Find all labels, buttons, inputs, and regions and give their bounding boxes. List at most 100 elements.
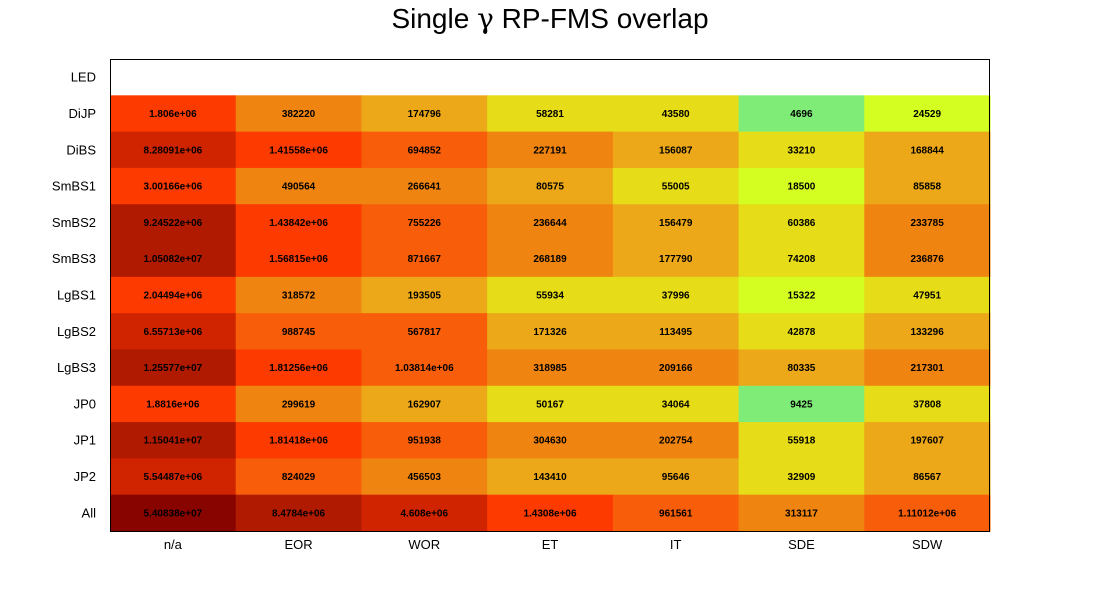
cell-label-dijp-wor: 174796 bbox=[408, 109, 442, 120]
cell-dibs-n-a bbox=[110, 131, 237, 169]
cell-lgbs3-wor bbox=[361, 349, 488, 387]
y-tick-label-smbs1: SmBS1 bbox=[52, 179, 96, 194]
cell-lgbs2-it bbox=[612, 313, 740, 350]
cell-lgbs2-sde bbox=[738, 313, 865, 350]
cell-all-sde bbox=[738, 494, 865, 532]
x-tick-label-sdw: SDW bbox=[912, 537, 943, 552]
cell-label-lgbs3-wor: 1.03814e+06 bbox=[395, 363, 454, 374]
cell-label-smbs1-eor: 490564 bbox=[282, 182, 316, 193]
cell-jp1-et bbox=[487, 422, 614, 459]
cell-label-jp1-it: 202754 bbox=[659, 436, 693, 447]
cell-jp0-sdw bbox=[864, 385, 991, 423]
cell-lgbs1-eor bbox=[235, 276, 362, 314]
cell-dijp-n-a bbox=[110, 95, 237, 133]
y-tick-label-lgbs2: LgBS2 bbox=[57, 324, 96, 339]
y-tick-label-dijp: DiJP bbox=[69, 106, 96, 121]
cell-jp2-sde bbox=[738, 458, 865, 496]
x-tick-label-n-a: n/a bbox=[164, 537, 183, 552]
cell-label-lgbs2-eor: 988745 bbox=[282, 327, 316, 338]
cell-jp1-sdw bbox=[864, 422, 991, 459]
cell-label-lgbs3-eor: 1.81256e+06 bbox=[269, 363, 328, 374]
cell-label-smbs3-wor: 871667 bbox=[408, 254, 442, 265]
cell-label-smbs1-sde: 18500 bbox=[788, 182, 816, 193]
cell-label-lgbs2-n-a: 6.55713e+06 bbox=[144, 327, 203, 338]
cell-label-smbs3-eor: 1.56815e+06 bbox=[269, 254, 328, 265]
cell-dijp-sdw bbox=[864, 95, 991, 133]
cell-all-wor bbox=[361, 494, 488, 532]
cell-jp0-it bbox=[612, 385, 740, 423]
cell-label-lgbs1-sdw: 47951 bbox=[913, 291, 941, 302]
cell-lgbs1-n-a bbox=[110, 276, 237, 314]
cell-dibs-et bbox=[487, 131, 614, 169]
cell-label-dijp-sde: 4696 bbox=[790, 109, 813, 120]
cell-label-jp0-sdw: 37808 bbox=[913, 399, 941, 410]
cell-label-jp2-it: 95646 bbox=[662, 472, 690, 483]
cell-label-smbs1-sdw: 85858 bbox=[913, 182, 941, 193]
y-tick-label-jp1: JP1 bbox=[74, 433, 96, 448]
title-gamma-symbol: γ bbox=[477, 2, 494, 35]
cell-dijp-et bbox=[487, 95, 614, 133]
cell-lgbs3-sde bbox=[738, 349, 865, 387]
cell-label-smbs2-it: 156479 bbox=[659, 218, 693, 229]
cell-label-dibs-it: 156087 bbox=[659, 145, 693, 156]
y-tick-label-led: LED bbox=[71, 70, 96, 85]
cell-smbs1-et bbox=[487, 167, 614, 205]
cell-label-dijp-eor: 382220 bbox=[282, 109, 316, 120]
cell-jp0-eor bbox=[235, 385, 362, 423]
cell-all-it bbox=[612, 494, 740, 532]
cell-label-jp0-eor: 299619 bbox=[282, 399, 316, 410]
cell-lgbs1-sde bbox=[738, 276, 865, 314]
cell-label-smbs3-sdw: 236876 bbox=[910, 254, 944, 265]
cell-smbs3-sdw bbox=[864, 240, 991, 278]
cell-lgbs1-sdw bbox=[864, 276, 991, 314]
cell-lgbs3-sdw bbox=[864, 349, 991, 387]
x-tick-label-wor: WOR bbox=[408, 537, 440, 552]
cell-label-all-sde: 313117 bbox=[785, 508, 818, 519]
x-axis-labels: n/a EOR WOR ET IT SDE SDW bbox=[164, 537, 943, 552]
cell-label-lgbs3-et: 318985 bbox=[533, 363, 567, 374]
cell-jp0-n-a bbox=[110, 385, 237, 423]
cell-label-dijp-sdw: 24529 bbox=[913, 109, 941, 120]
cell-label-jp1-eor: 1.81418e+06 bbox=[269, 436, 328, 447]
cell-label-lgbs1-eor: 318572 bbox=[282, 291, 316, 302]
cell-lgbs2-wor bbox=[361, 313, 488, 350]
cell-jp1-wor bbox=[361, 422, 488, 459]
cell-label-jp1-n-a: 1.15041e+07 bbox=[144, 436, 203, 447]
cell-label-lgbs1-it: 37996 bbox=[662, 291, 690, 302]
x-tick-label-eor: EOR bbox=[284, 537, 312, 552]
chart-title: Single γ RP-FMS overlap bbox=[391, 2, 708, 35]
cell-label-jp0-wor: 162907 bbox=[408, 399, 442, 410]
cell-lgbs3-it bbox=[612, 349, 740, 387]
y-tick-label-lgbs3: LgBS3 bbox=[57, 360, 96, 375]
cell-label-lgbs3-sde: 80335 bbox=[788, 363, 816, 374]
cell-all-sdw bbox=[864, 494, 991, 532]
cell-smbs2-et bbox=[487, 204, 614, 242]
cell-smbs1-eor bbox=[235, 167, 362, 205]
cell-smbs1-it bbox=[612, 167, 740, 205]
cell-jp0-et bbox=[487, 385, 614, 423]
cell-smbs3-wor bbox=[361, 240, 488, 278]
cell-label-jp1-sdw: 197607 bbox=[910, 436, 944, 447]
cell-all-et bbox=[487, 494, 614, 532]
cell-label-all-sdw: 1.11012e+06 bbox=[898, 508, 957, 519]
cell-label-dijp-it: 43580 bbox=[662, 109, 690, 120]
cell-label-smbs1-et: 80575 bbox=[536, 182, 564, 193]
cell-dibs-it bbox=[612, 131, 740, 169]
cell-label-jp1-sde: 55918 bbox=[788, 436, 816, 447]
cell-jp1-sde bbox=[738, 422, 865, 459]
cell-label-smbs3-sde: 74208 bbox=[788, 254, 816, 265]
cell-dibs-wor bbox=[361, 131, 488, 169]
cell-label-jp2-n-a: 5.54487e+06 bbox=[144, 472, 203, 483]
cell-label-smbs2-et: 236644 bbox=[533, 218, 567, 229]
y-tick-label-jp2: JP2 bbox=[74, 469, 96, 484]
cell-jp1-it bbox=[612, 422, 740, 459]
cell-label-all-wor: 4.608e+06 bbox=[401, 508, 449, 519]
cell-jp2-sdw bbox=[864, 458, 991, 496]
cell-label-jp0-sde: 9425 bbox=[790, 399, 813, 410]
cell-jp0-wor bbox=[361, 385, 488, 423]
cell-smbs1-n-a bbox=[110, 167, 237, 205]
cell-label-dibs-eor: 1.41558e+06 bbox=[269, 145, 328, 156]
title-suffix: RP-FMS overlap bbox=[494, 3, 709, 34]
cell-lgbs2-eor bbox=[235, 313, 362, 350]
